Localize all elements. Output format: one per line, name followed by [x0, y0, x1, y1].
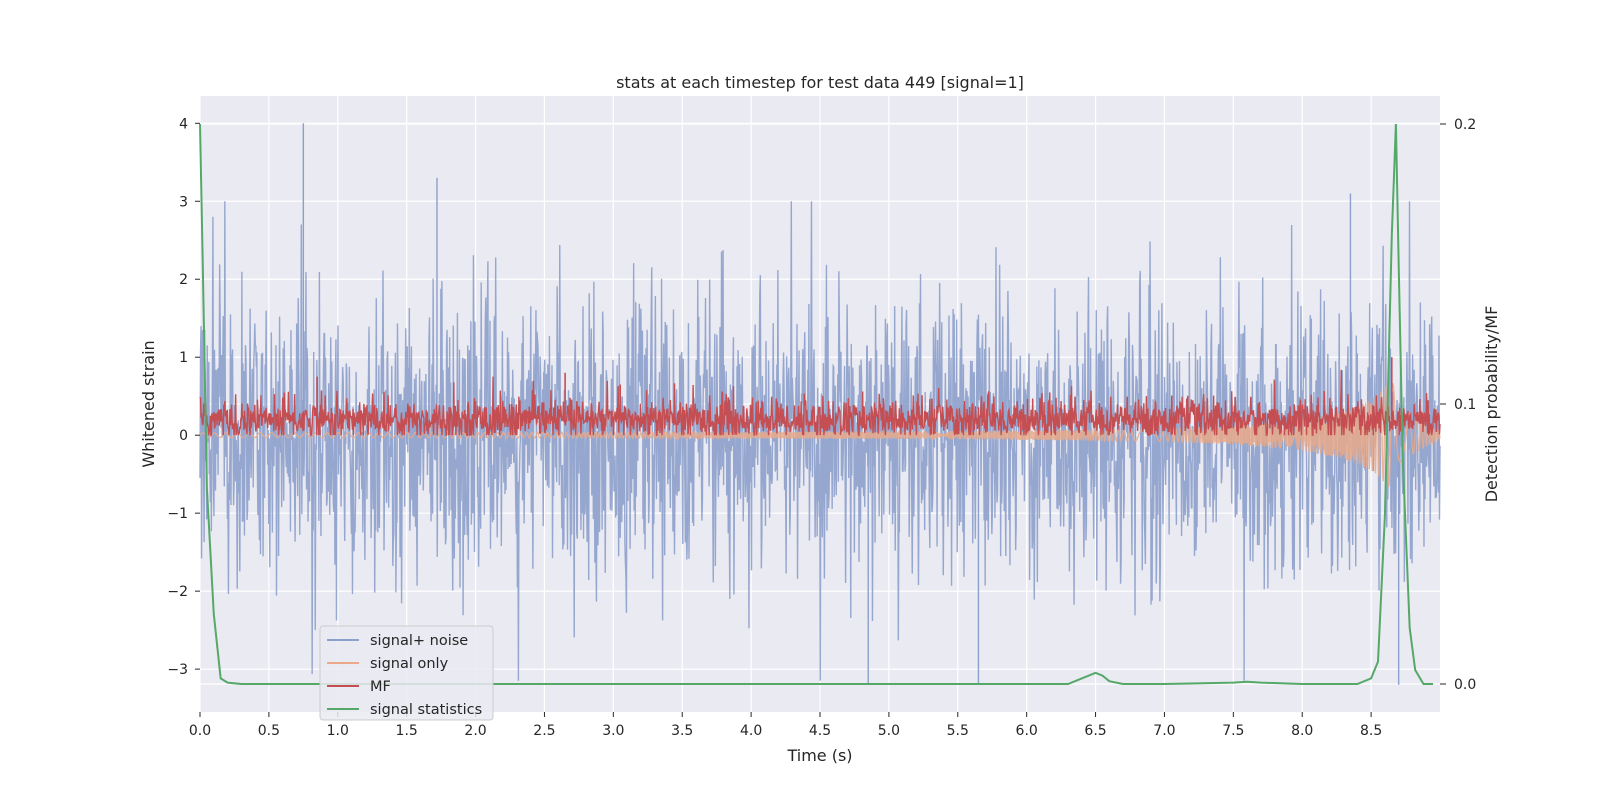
- legend-label-mf: MF: [370, 679, 391, 695]
- x-axis-label: Time (s): [786, 746, 852, 765]
- y2-axis-label: Detection probability/MF: [1482, 306, 1501, 503]
- x-tick-label-10: 5.0: [878, 723, 900, 739]
- y-tick-label-5: 2: [179, 272, 188, 288]
- x-tick-label-9: 4.5: [809, 723, 831, 739]
- series-signal-statistics-line: [199, 123, 1434, 685]
- x-tick-label-7: 3.5: [671, 723, 693, 739]
- x-tick-label-2: 1.0: [327, 723, 349, 739]
- series-mf-line: [199, 369, 1441, 436]
- x-tick-label-12: 6.0: [1016, 723, 1038, 739]
- y-axis-label: Whitened strain: [139, 340, 158, 467]
- x-tick-label-13: 6.5: [1084, 723, 1106, 739]
- legend-label-signal-statistics: signal statistics: [370, 702, 482, 718]
- x-tick-label-17: 8.5: [1360, 723, 1382, 739]
- x-tick-label-8: 4.0: [740, 723, 762, 739]
- x-tick-label-14: 7.0: [1153, 723, 1175, 739]
- y-tick-label-6: 3: [179, 194, 188, 210]
- y2-tick-label-2: 0.2: [1454, 117, 1476, 133]
- x-tick-label-6: 3.0: [602, 723, 624, 739]
- y-tick-label-3: 0: [179, 428, 188, 444]
- x-tick-label-16: 8.0: [1291, 723, 1313, 739]
- x-tick-label-11: 5.5: [947, 723, 969, 739]
- legend-label-signal-only: signal only: [370, 656, 449, 672]
- y2-tick-label-0: 0.0: [1454, 677, 1476, 693]
- x-tick-label-1: 0.5: [258, 723, 280, 739]
- x-tick-label-3: 1.5: [396, 723, 418, 739]
- chart-title: stats at each timestep for test data 449…: [616, 73, 1024, 92]
- y-tick-label-4: 1: [179, 350, 188, 366]
- x-tick-label-4: 2.0: [464, 723, 486, 739]
- y-tick-label-1: −2: [167, 584, 188, 600]
- y-tick-label-2: −1: [167, 506, 188, 522]
- y2-tick-label-1: 0.1: [1454, 397, 1476, 413]
- legend: signal+ noise signal only MF signal stat…: [319, 625, 494, 721]
- legend-label-signal-noise: signal+ noise: [370, 633, 468, 649]
- y-tick-label-0: −3: [167, 662, 188, 678]
- series-layer: [199, 123, 1441, 685]
- legend-box: [319, 625, 494, 721]
- x-tick-label-15: 7.5: [1222, 723, 1244, 739]
- y-tick-label-7: 4: [179, 116, 188, 132]
- x-tick-label-5: 2.5: [533, 723, 555, 739]
- axes: 0.0 0.5 1.0 1.5 2.0 2.5 3.0 3.5 4.0 4.5 5.0 5.5 6.0 6…: [167, 116, 1476, 739]
- x-tick-label-0: 0.0: [189, 723, 211, 739]
